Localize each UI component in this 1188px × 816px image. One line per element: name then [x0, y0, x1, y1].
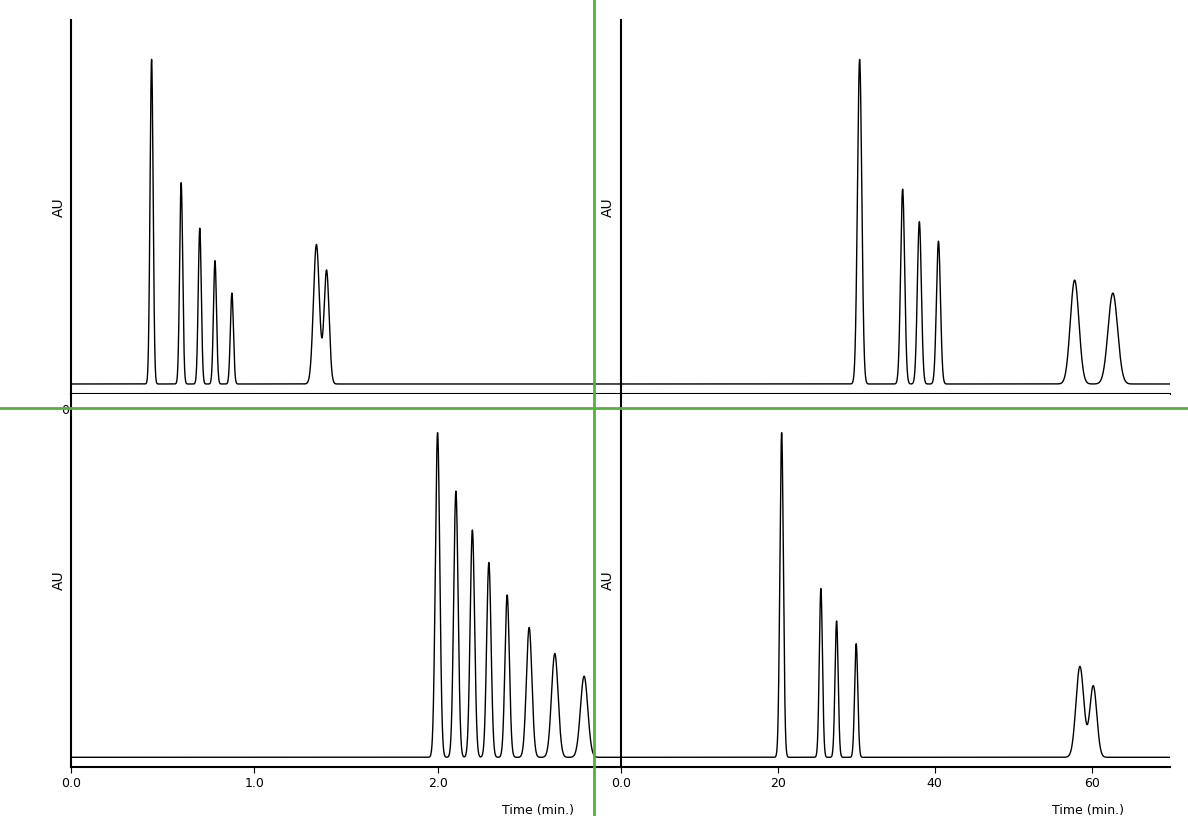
Y-axis label: AU: AU [601, 197, 615, 217]
X-axis label: Time (min.): Time (min.) [1051, 805, 1124, 816]
Y-axis label: AU: AU [52, 197, 65, 217]
Text: B: B [846, 446, 858, 464]
Text: A: A [296, 446, 308, 464]
Y-axis label: AU: AU [601, 570, 615, 590]
X-axis label: Time (min.): Time (min.) [503, 805, 574, 816]
X-axis label: Time (min.): Time (min.) [1051, 431, 1124, 444]
Y-axis label: AU: AU [52, 570, 65, 590]
X-axis label: Time (min.): Time (min.) [503, 431, 574, 444]
